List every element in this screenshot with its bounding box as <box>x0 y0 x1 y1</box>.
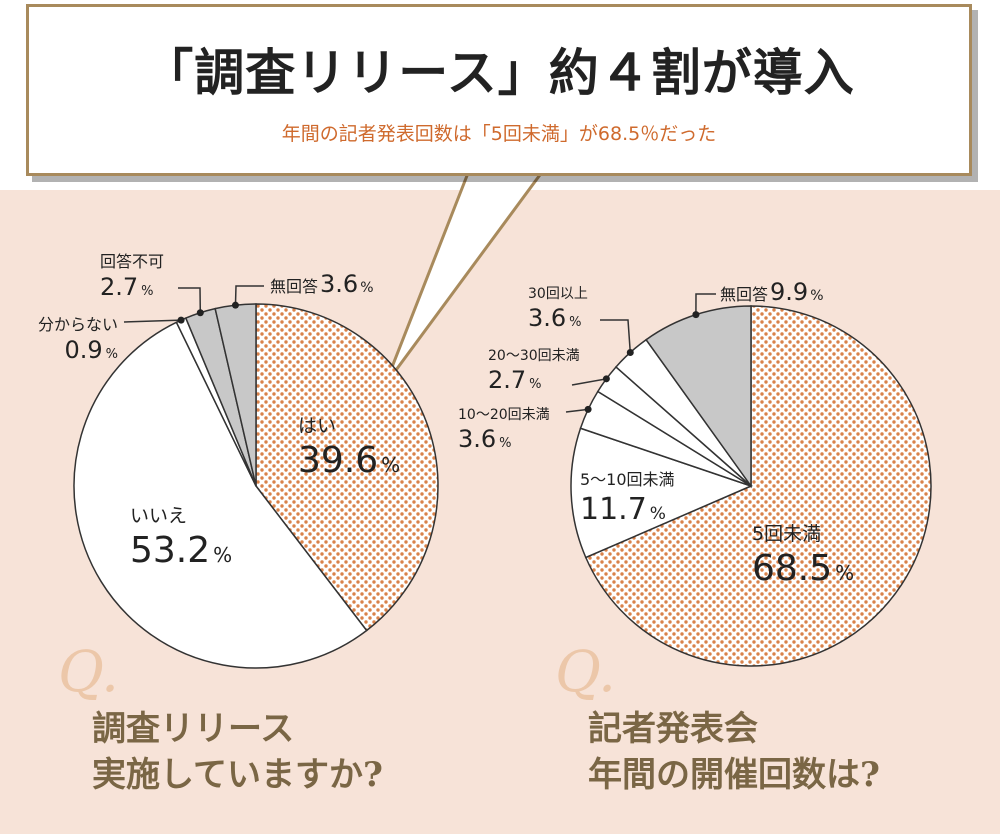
pie2-leader-4 <box>600 319 632 353</box>
page-subtitle: 年間の記者発表回数は「5回未満」が68.5％だった <box>281 123 717 145</box>
question-2: 記者発表会 年間の開催回数は? <box>588 706 880 798</box>
pie2-leader-dot-3 <box>602 375 610 383</box>
pie2-label-0-number: 68.5 <box>752 548 832 589</box>
pie1-label-1-value: 53.2% <box>130 530 232 571</box>
pie1-label-2-number: 0.9 <box>64 336 102 364</box>
pie1-label-4-name: 無回答 <box>270 277 318 296</box>
pie1-label-0-name: はい <box>298 415 336 437</box>
pie2-slice-1 <box>570 427 754 559</box>
pie2-label-0-unit: % <box>835 561 854 585</box>
pie2-label-1-name: 5〜10回未満 <box>580 470 675 489</box>
pie2-label-1-unit: % <box>650 504 666 524</box>
pie1-label-0-unit: % <box>381 453 400 477</box>
pie1-label-1-name: いいえ <box>130 505 187 527</box>
pie2-slice-0 <box>584 305 932 667</box>
pie1-label-3-number: 2.7 <box>100 273 138 301</box>
question-mark-1: Q. <box>58 640 119 705</box>
pie2-leader-dot-2 <box>584 405 592 413</box>
question-2-line-2: 年間の開催回数は? <box>588 755 880 795</box>
pie1-label-3-value: 2.7% <box>100 273 154 301</box>
pie2-label-4-name: 30回以上 <box>528 286 588 302</box>
pie1-leader-dot-2 <box>177 316 185 324</box>
pie1-label-2-value: 0.9% <box>64 336 118 364</box>
pie1-label-1-number: 53.2 <box>130 530 210 571</box>
pie1-leader-4 <box>234 285 264 306</box>
pie2-leader-2 <box>565 408 589 413</box>
pie-chart-press-release <box>73 303 439 669</box>
pie2-label-4-unit: % <box>569 315 581 330</box>
pie1-label-1-unit: % <box>213 543 232 567</box>
pie1-label-4-unit: % <box>360 280 373 296</box>
pie2-label-5-value: 9.9 <box>770 278 808 306</box>
pie1-leader-2 <box>123 319 182 323</box>
pie1-label-2-unit: % <box>106 347 118 362</box>
pie1-label-3-unit: % <box>141 284 153 299</box>
question-1: 調査リリース 実施していますか? <box>92 706 383 798</box>
pie2-leader-5 <box>695 293 716 315</box>
pie1-leader-3 <box>178 287 202 313</box>
pie1-label-2-name: 分からない <box>38 315 118 334</box>
pie2-label-3-unit: % <box>529 377 541 392</box>
pie2-label-0-name: 5回未満 <box>752 523 821 545</box>
pie-chart-press-conference <box>570 305 932 667</box>
pie2-label-3-value: 2.7% <box>488 366 542 394</box>
question-mark-2: Q. <box>555 640 616 705</box>
pie2-label-2-unit: % <box>499 436 511 451</box>
pie2-label-3-name: 20〜30回未満 <box>488 348 580 364</box>
pie2-label-2-number: 3.6 <box>458 425 496 453</box>
pie1-label-4: 無回答3.6% <box>270 270 374 298</box>
page-title: 「調査リリース」約４割が導入 <box>143 44 855 102</box>
pie1-label-0-number: 39.6 <box>298 440 378 481</box>
pie1-slice-0 <box>255 303 439 632</box>
pie1-label-4-value: 3.6 <box>320 270 358 298</box>
pie2-label-2-value: 3.6% <box>458 425 512 453</box>
pie2-label-0-value: 68.5% <box>752 548 854 589</box>
pie1-slice-1 <box>73 321 368 669</box>
question-1-line-2: 実施していますか? <box>92 755 383 795</box>
pie2-label-1-number: 11.7 <box>580 492 647 527</box>
pie1-label-0-value: 39.6% <box>298 440 400 481</box>
pointer-joint <box>474 167 541 171</box>
pie2-label-1-value: 11.7% <box>580 492 666 527</box>
pie1-label-3-name: 回答不可 <box>100 252 164 271</box>
pie2-label-4-value: 3.6% <box>528 304 582 332</box>
pie2-label-5: 無回答9.9% <box>720 278 824 306</box>
pie2-leader-3 <box>571 378 607 386</box>
question-2-line-1: 記者発表会 <box>588 709 758 749</box>
title-box: 「調査リリース」約４割が導入 年間の記者発表回数は「5回未満」が68.5％だった <box>26 4 972 176</box>
pie2-label-5-name: 無回答 <box>720 285 768 304</box>
question-1-line-1: 調査リリース <box>92 709 295 749</box>
pie1-leader-dot-3 <box>196 309 204 317</box>
pie1-leader-dot-4 <box>231 301 239 309</box>
pie2-label-3-number: 2.7 <box>488 366 526 394</box>
pie2-label-5-unit: % <box>810 288 823 304</box>
pie2-leader-dot-4 <box>626 348 634 356</box>
pie2-leader-dot-5 <box>692 311 700 319</box>
pie2-label-2-name: 10〜20回未満 <box>458 407 550 423</box>
pie2-label-4-number: 3.6 <box>528 304 566 332</box>
